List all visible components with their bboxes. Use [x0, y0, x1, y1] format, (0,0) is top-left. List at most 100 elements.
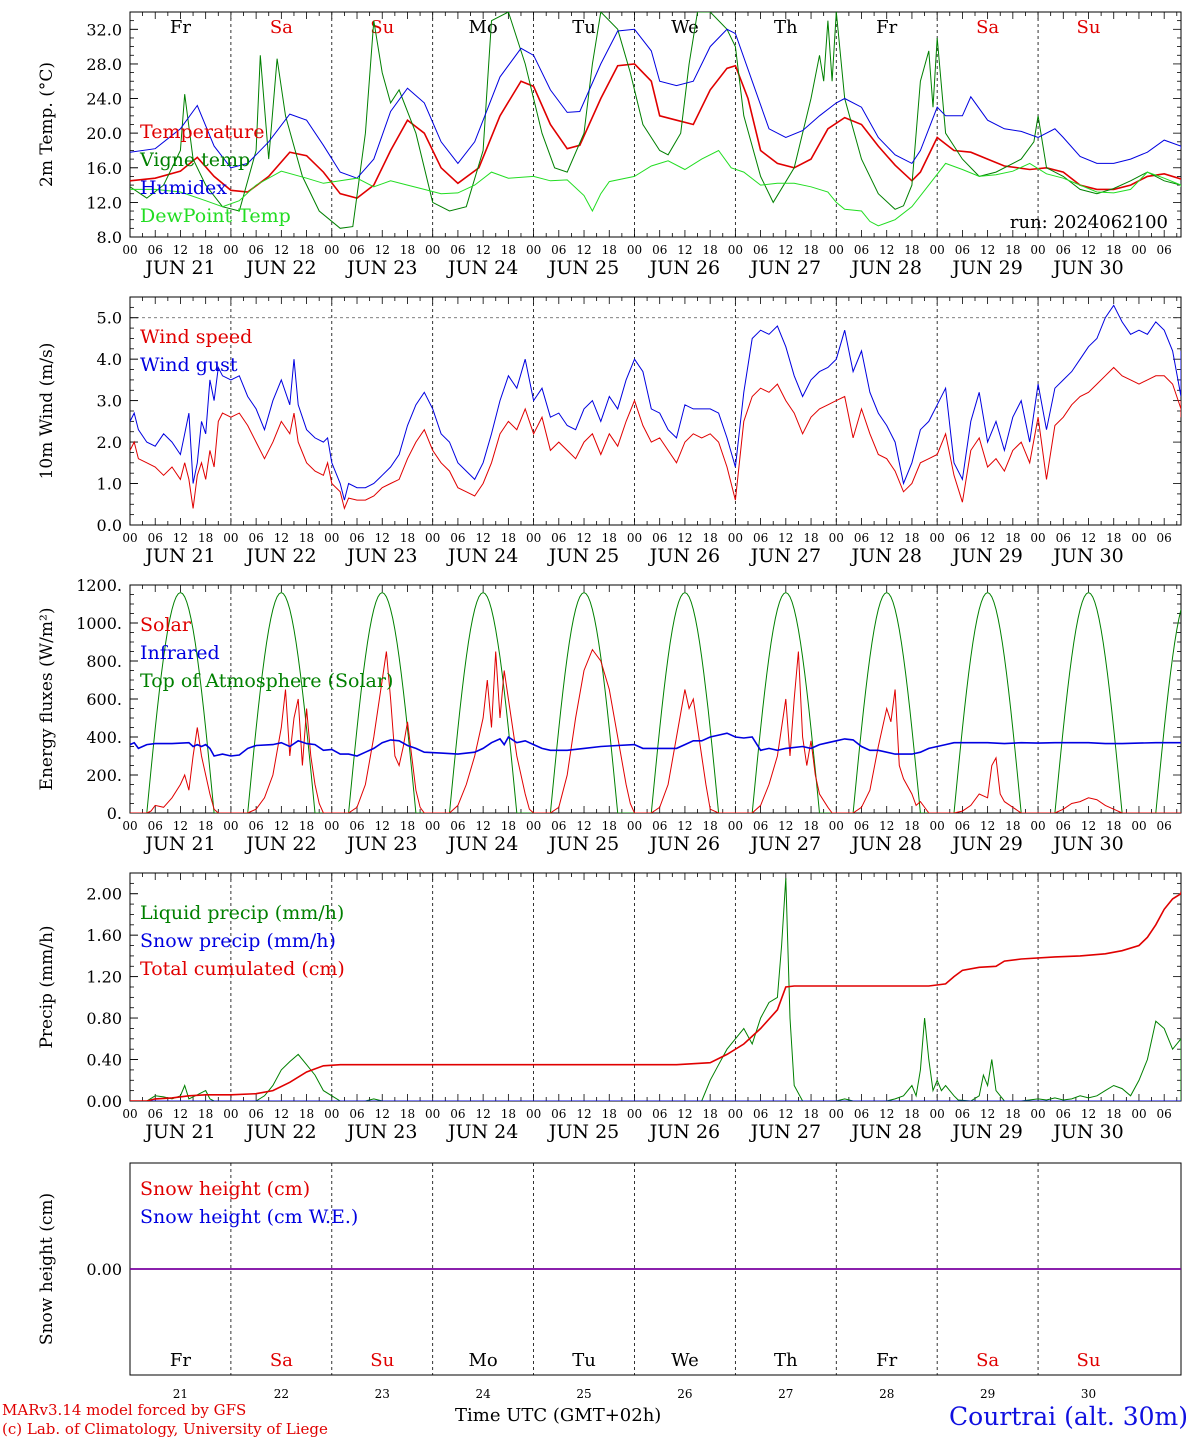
hour-tick-label: 06 [652, 1107, 667, 1121]
day-name-label: Th [774, 17, 798, 38]
legend-entry: Liquid precip (mm/h) [140, 902, 344, 924]
hour-tick-label: 00 [627, 243, 642, 257]
hour-tick-label: 00 [122, 819, 137, 833]
chart-panel-5: 0.00 Snow height (cm) Fr Sa Su Mo Tu We Th Fr Sa Su… [37, 1162, 1182, 1401]
date-label: JUN 27 [749, 1121, 821, 1143]
legend-entry: Solar [140, 614, 192, 636]
hour-tick-label: 18 [602, 1107, 617, 1121]
hour-tick-label: 06 [955, 531, 970, 545]
hour-tick-label: 06 [753, 819, 768, 833]
hour-tick-label: 00 [1030, 1107, 1045, 1121]
y-tick-label: 32.0 [86, 20, 122, 39]
hour-tick-label: 18 [703, 819, 718, 833]
day-number-label: 22 [274, 1387, 289, 1401]
hour-tick-label: 18 [198, 531, 213, 545]
legend-entry: Temperature [140, 121, 264, 143]
y-tick-label: 400. [86, 728, 122, 747]
hour-tick-label: 00 [425, 531, 440, 545]
hour-tick-label: 00 [1131, 819, 1146, 833]
day-name-label: Sa [976, 1350, 999, 1371]
hour-tick-label: 06 [148, 819, 163, 833]
hour-tick-label: 12 [980, 243, 995, 257]
y-tick-label: 3.0 [97, 392, 122, 411]
date-label: JUN 22 [244, 545, 316, 567]
y-tick-label: 1.20 [86, 968, 122, 987]
y-tick-label: 2.00 [86, 885, 122, 904]
hour-tick-label: 06 [148, 1107, 163, 1121]
data-layer [130, 304, 1181, 510]
day-number-label: 24 [475, 1387, 491, 1401]
hour-tick-label: 00 [324, 243, 339, 257]
hour-tick-label: 18 [1106, 243, 1121, 257]
hour-tick-label: 00 [829, 819, 844, 833]
hour-tick-label: 06 [450, 819, 465, 833]
date-label: JUN 30 [1051, 545, 1123, 567]
hour-tick-label: 18 [400, 243, 415, 257]
hour-tick-label: 06 [551, 819, 566, 833]
day-number-label: 29 [980, 1387, 995, 1401]
date-label: JUN 21 [143, 1121, 215, 1143]
hour-tick-label: 00 [829, 243, 844, 257]
day-name-label: Fr [876, 17, 897, 38]
hour-tick-label: 12 [879, 243, 894, 257]
date-label: JUN 21 [143, 833, 215, 855]
date-label: JUN 25 [547, 257, 619, 279]
hour-tick-label: 00 [425, 243, 440, 257]
hour-tick-label: 06 [854, 531, 869, 545]
hour-tick-label: 12 [677, 531, 692, 545]
data-layer [130, 878, 1181, 1101]
date-label: JUN 29 [950, 833, 1022, 855]
hour-tick-label: 00 [526, 819, 541, 833]
hour-tick-label: 00 [1131, 243, 1146, 257]
hour-tick-label: 06 [753, 243, 768, 257]
chart-panel-3: 0. 200. 400. 600. 800. 1000. 1200. Energy fluxe… [37, 576, 1182, 855]
hour-tick-label: 18 [198, 819, 213, 833]
date-label: JUN 29 [950, 545, 1022, 567]
plot-frame [129, 584, 1182, 814]
hour-tick-label: 12 [576, 243, 591, 257]
hour-tick-label: 12 [375, 1107, 390, 1121]
hour-tick-label: 00 [1131, 531, 1146, 545]
hour-tick-label: 06 [349, 1107, 364, 1121]
hour-tick-label: 12 [576, 531, 591, 545]
hour-tick-label: 18 [703, 243, 718, 257]
chart-panel-2: 0.0 1.0 2.0 3.0 4.0 5.0 10m Wind (m/s) 00 06 12 18… [37, 296, 1182, 567]
date-label: JUN 26 [648, 257, 720, 279]
hour-tick-label: 00 [526, 243, 541, 257]
date-label: JUN 22 [244, 1121, 316, 1143]
hour-tick-label: 12 [173, 243, 188, 257]
hour-tick-label: 00 [930, 243, 945, 257]
hour-tick-label: 12 [576, 1107, 591, 1121]
hour-tick-label: 06 [955, 1107, 970, 1121]
hour-tick-label: 00 [324, 819, 339, 833]
day-number-label: 28 [879, 1387, 894, 1401]
hour-tick-label: 00 [728, 819, 743, 833]
hour-tick-label: 18 [803, 819, 818, 833]
y-tick-label: 0.80 [86, 1009, 122, 1028]
hour-tick-label: 06 [148, 243, 163, 257]
day-name-label: Su [1077, 1350, 1101, 1371]
hour-tick-label: 06 [1056, 531, 1071, 545]
hour-tick-label: 06 [349, 531, 364, 545]
copyright-credit: (c) Lab. of Climatology, University of L… [2, 1420, 328, 1438]
hour-tick-label: 18 [400, 819, 415, 833]
hour-tick-label: 12 [274, 819, 289, 833]
date-label: JUN 26 [648, 833, 720, 855]
hour-tick-label: 18 [198, 243, 213, 257]
date-label: JUN 25 [547, 545, 619, 567]
hour-tick-label: 06 [1056, 819, 1071, 833]
hour-tick-label: 18 [602, 243, 617, 257]
y-tick-label: 20.0 [86, 124, 122, 143]
date-label: JUN 24 [446, 545, 518, 567]
hour-tick-label: 18 [198, 1107, 213, 1121]
y-axis-label: Snow height (cm) [37, 1193, 57, 1345]
hour-tick-label: 00 [425, 1107, 440, 1121]
day-name-label: Fr [170, 1350, 191, 1371]
hour-tick-label: 12 [778, 243, 793, 257]
hour-tick-label: 12 [375, 819, 390, 833]
hour-tick-label: 18 [299, 243, 314, 257]
hour-tick-label: 18 [703, 1107, 718, 1121]
y-tick-label: 24.0 [86, 90, 122, 109]
data-layer [130, 592, 1181, 813]
hour-tick-label: 12 [274, 531, 289, 545]
